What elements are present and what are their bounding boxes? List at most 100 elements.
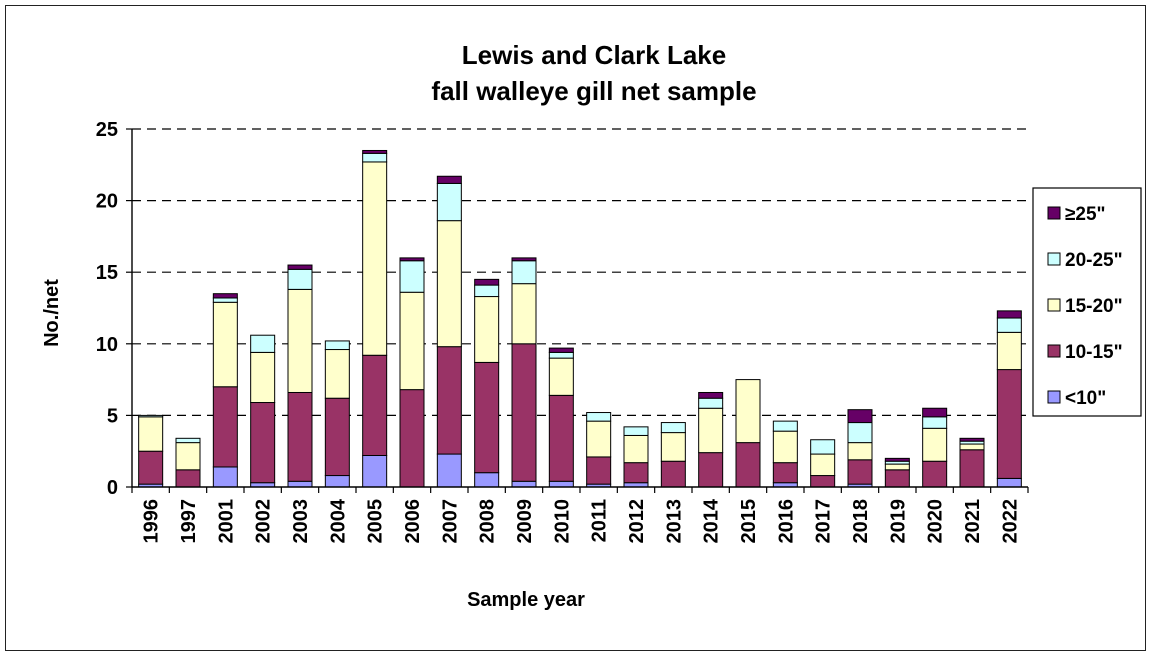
bar-segment-2011-series-2 — [586, 420, 612, 458]
x-tick-label: 2018 — [850, 499, 872, 544]
bar-segment-2006-series-2 — [399, 291, 425, 391]
bar-segment-2014-series-3 — [698, 397, 724, 409]
bar-segment-1997-series-1 — [175, 469, 201, 488]
bar-segment-2006-series-1 — [399, 389, 425, 488]
bar-segment-2002-series-3 — [250, 334, 276, 353]
x-tick-label: 2011 — [589, 499, 611, 542]
bar-segment-2003-series-4 — [287, 264, 313, 270]
bar-segment-2001-series-0 — [212, 466, 238, 488]
bar-segment-2017-series-2 — [810, 453, 836, 477]
bar-segment-2001-series-1 — [212, 386, 238, 468]
y-tick-label: 25 — [96, 119, 118, 141]
bar-segment-2018-series-4 — [847, 409, 873, 424]
bar-segment-2004-series-2 — [324, 349, 350, 399]
x-tick-label: 2002 — [253, 499, 275, 544]
x-tick-label: 2016 — [775, 499, 797, 544]
y-tick-label: 20 — [96, 191, 118, 213]
y-tick-label: 5 — [107, 405, 118, 427]
legend-swatch — [1047, 252, 1061, 266]
legend-box — [1032, 187, 1142, 417]
x-tick-label: 2001 — [215, 499, 237, 544]
legend-label: 20-25" — [1065, 250, 1123, 271]
bar-segment-2008-series-0 — [474, 472, 500, 488]
bar-segment-2021-series-2 — [959, 443, 985, 451]
bar-segment-2022-series-4 — [996, 310, 1022, 319]
bar-segment-2002-series-1 — [250, 402, 276, 484]
bar-segment-2001-series-4 — [212, 293, 238, 299]
bar-segment-2009-series-4 — [511, 257, 537, 262]
bar-segment-2019-series-1 — [884, 469, 910, 488]
bar-segment-2005-series-4 — [362, 149, 388, 154]
bar-segment-2018-series-3 — [847, 422, 873, 444]
bar-segment-2011-series-1 — [586, 456, 612, 485]
x-tick-label: 2009 — [514, 499, 536, 544]
legend: ≥25" 20-25" 15-20" 10-15" <10" — [1032, 187, 1142, 417]
bar-segment-2020-series-2 — [922, 427, 948, 462]
x-tick-label: 2015 — [738, 499, 760, 544]
bar-segment-2015-series-1 — [735, 442, 761, 488]
x-tick-label: 2006 — [402, 499, 424, 544]
bar-segment-2008-series-3 — [474, 284, 500, 298]
bar-segment-2022-series-1 — [996, 369, 1022, 479]
x-tick-label: 2017 — [813, 499, 835, 544]
bar-segment-2008-series-1 — [474, 361, 500, 474]
chart-frame: Lewis and Clark Lake fall walleye gill n… — [5, 5, 1146, 651]
x-tick-label: 2012 — [626, 499, 648, 544]
legend-label: 10-15" — [1065, 342, 1123, 363]
bar-segment-1997-series-2 — [175, 442, 201, 471]
x-tick-label: 2013 — [663, 499, 685, 544]
bar-segment-2022-series-2 — [996, 331, 1022, 371]
bar-segment-2007-series-0 — [436, 453, 462, 488]
x-tick-label: 2005 — [365, 499, 387, 544]
x-tick-label: 2014 — [701, 498, 723, 543]
bar-segment-2021-series-4 — [959, 437, 985, 442]
bar-segment-2005-series-3 — [362, 152, 388, 163]
bar-segment-2021-series-1 — [959, 449, 985, 488]
bar-segment-2010-series-1 — [548, 394, 574, 482]
bar-segment-2005-series-1 — [362, 354, 388, 456]
legend-swatch — [1047, 298, 1061, 312]
x-tick-label: 2022 — [999, 499, 1021, 544]
bar-segment-2013-series-2 — [660, 432, 686, 462]
bar-segment-2007-series-1 — [436, 346, 462, 455]
bar-segment-1997-series-3 — [175, 437, 201, 444]
bar-segment-2010-series-3 — [548, 351, 574, 359]
bar-segment-2007-series-2 — [436, 220, 462, 348]
bar-segment-2019-series-4 — [884, 457, 910, 462]
bar-segment-2006-series-4 — [399, 257, 425, 262]
x-tick-label: 2007 — [439, 499, 461, 544]
bar-segment-2022-series-3 — [996, 317, 1022, 333]
bar-segment-1996-series-1 — [138, 450, 164, 485]
bar-chart: Lewis and Clark Lake fall walleye gill n… — [41, 40, 1142, 611]
legend-swatch — [1047, 206, 1061, 220]
bar-segment-2003-series-1 — [287, 391, 313, 482]
x-tick-label: 2010 — [551, 499, 573, 544]
bar-segment-2009-series-3 — [511, 260, 537, 285]
y-axis-label: No./net — [41, 279, 63, 347]
bar-segment-2012-series-2 — [623, 434, 649, 464]
bar-segment-2007-series-3 — [436, 182, 462, 222]
bar-segment-2003-series-0 — [287, 480, 313, 488]
x-tick-label: 1996 — [141, 499, 163, 544]
x-tick-label: 2003 — [290, 499, 312, 544]
bar-segment-2009-series-0 — [511, 480, 537, 488]
bar-segment-2008-series-2 — [474, 296, 500, 363]
bar-segment-2022-series-0 — [996, 477, 1022, 488]
legend-label: 15-20" — [1065, 296, 1123, 317]
bar-segment-2004-series-1 — [324, 397, 350, 477]
legend-swatch — [1047, 390, 1061, 404]
bar-segment-2015-series-2 — [735, 379, 761, 444]
bar-segment-2010-series-0 — [548, 480, 574, 488]
chart-title-line-2: fall walleye gill net sample — [431, 76, 756, 106]
bar-segment-2006-series-3 — [399, 260, 425, 293]
chart-title-line-1: Lewis and Clark Lake — [462, 40, 726, 70]
bar-segment-2012-series-1 — [623, 462, 649, 484]
bar-segment-2010-series-4 — [548, 347, 574, 353]
bar-segment-1996-series-3 — [138, 414, 164, 418]
bar-segment-2018-series-2 — [847, 442, 873, 461]
bar-segment-1996-series-2 — [138, 416, 164, 452]
bar-segment-2010-series-2 — [548, 357, 574, 396]
y-tick-label: 0 — [107, 477, 118, 499]
bar-segment-2009-series-2 — [511, 283, 537, 345]
bar-segment-2019-series-2 — [884, 463, 910, 471]
